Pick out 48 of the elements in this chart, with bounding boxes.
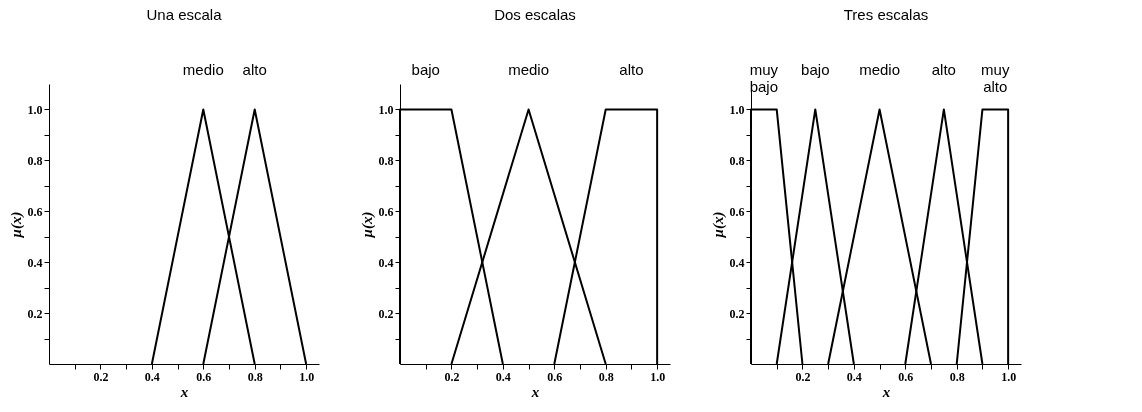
- x-tick-label: 0.8: [949, 369, 965, 384]
- y-tick-label: 0.2: [378, 306, 394, 321]
- y-tick-label: 0.2: [729, 306, 745, 321]
- text: alto: [931, 61, 956, 78]
- x-tick-label: 0.6: [898, 369, 914, 384]
- text: medio: [859, 61, 900, 78]
- chart-title: Tres escalas: [843, 6, 929, 23]
- y-tick-label: 0.4: [729, 255, 745, 270]
- x-tick-label: 0.8: [598, 369, 614, 384]
- x-tick-label: 1.0: [299, 369, 315, 384]
- y-tick-label: 0.8: [378, 153, 394, 168]
- y-axis-title: μ(x): [709, 211, 727, 239]
- x-tick-label: 0.4: [495, 369, 511, 384]
- y-tick-label: 0.6: [378, 204, 394, 219]
- y-tick-label: 0.4: [378, 255, 394, 270]
- y-tick-label: 1.0: [729, 102, 745, 117]
- y-tick-label: 0.8: [729, 153, 745, 168]
- text: alto: [619, 61, 644, 78]
- x-tick-label: 1.0: [650, 369, 666, 384]
- x-axis-title: x: [530, 383, 540, 400]
- x-tick-label: 0.2: [795, 369, 811, 384]
- chart-title: Una escala: [146, 6, 223, 23]
- x-tick-label: 1.0: [1001, 369, 1017, 384]
- x-tick-label: 0.4: [144, 369, 160, 384]
- x-tick-label: 0.4: [846, 369, 862, 384]
- y-tick-label: 1.0: [378, 102, 394, 117]
- x-tick-label: 0.6: [196, 369, 212, 384]
- x-tick-label: 0.2: [93, 369, 109, 384]
- x-axis-title: x: [881, 383, 891, 400]
- series-label: muy alto: [981, 61, 1010, 95]
- y-axis-title: μ(x): [358, 211, 376, 239]
- x-axis-title: x: [179, 383, 189, 400]
- text: bajo: [411, 61, 440, 78]
- x-tick-label: 0.8: [247, 369, 263, 384]
- x-tick-label: 0.2: [444, 369, 460, 384]
- text: medio: [508, 61, 549, 78]
- text: alto: [242, 61, 267, 78]
- text: medio: [182, 61, 224, 78]
- x-tick-label: 0.6: [547, 369, 563, 384]
- y-tick-label: 0.6: [27, 204, 43, 219]
- text: bajo: [801, 61, 830, 78]
- y-axis-title: μ(x): [7, 211, 25, 239]
- y-tick-label: 0.6: [729, 204, 745, 219]
- y-tick-label: 1.0: [27, 102, 43, 117]
- y-tick-label: 0.2: [27, 306, 43, 321]
- y-tick-label: 0.8: [27, 153, 43, 168]
- y-tick-label: 0.4: [27, 255, 43, 270]
- chart-title: Dos escalas: [494, 6, 576, 23]
